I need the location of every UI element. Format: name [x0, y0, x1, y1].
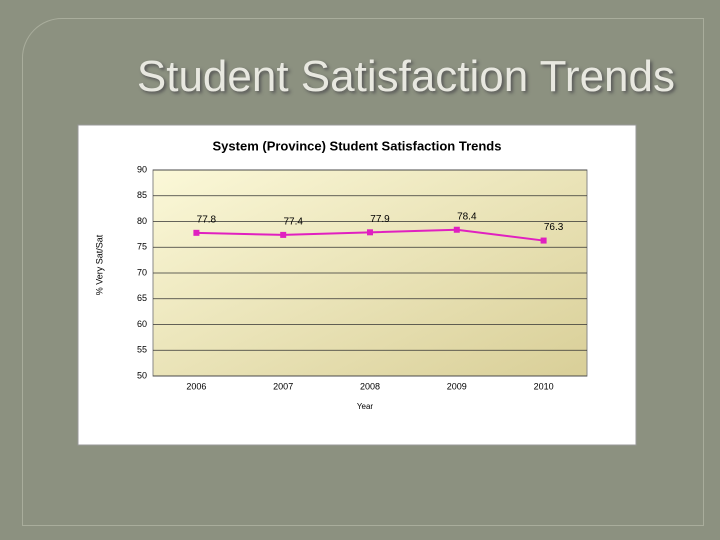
y-tick-label: 65 — [137, 293, 147, 303]
y-tick-label: 80 — [137, 216, 147, 226]
y-tick-label: 90 — [137, 164, 147, 174]
frame — [22, 18, 704, 526]
y-tick-label: 85 — [137, 190, 147, 200]
slide-title: Student Satisfaction Trends — [136, 52, 675, 101]
marker — [367, 229, 373, 236]
marker — [453, 226, 460, 233]
y-tick-label: 60 — [137, 319, 147, 329]
x-tick-label: 2008 — [360, 381, 380, 391]
y-tick-label: 55 — [137, 345, 147, 355]
x-tick-label: 2010 — [534, 381, 554, 391]
x-axis-label: Year — [357, 402, 374, 411]
x-tick-label: 2007 — [273, 381, 293, 391]
y-tick-label: 50 — [137, 370, 147, 380]
data-label: 77.4 — [283, 217, 303, 228]
marker — [280, 231, 287, 238]
x-tick-label: 2009 — [447, 381, 467, 391]
data-label: 77.9 — [370, 214, 390, 225]
x-tick-label: 2006 — [186, 381, 206, 391]
chart-title: System (Province) Student Satisfaction T… — [213, 138, 502, 153]
data-label: 76.3 — [544, 222, 564, 233]
data-label: 78.4 — [457, 211, 477, 222]
y-tick-label: 75 — [137, 242, 147, 252]
marker — [540, 237, 547, 244]
y-axis-label: % Very Sat/Sat — [94, 234, 104, 295]
y-tick-label: 70 — [137, 267, 147, 277]
marker — [193, 229, 200, 236]
data-label: 77.8 — [197, 214, 217, 225]
